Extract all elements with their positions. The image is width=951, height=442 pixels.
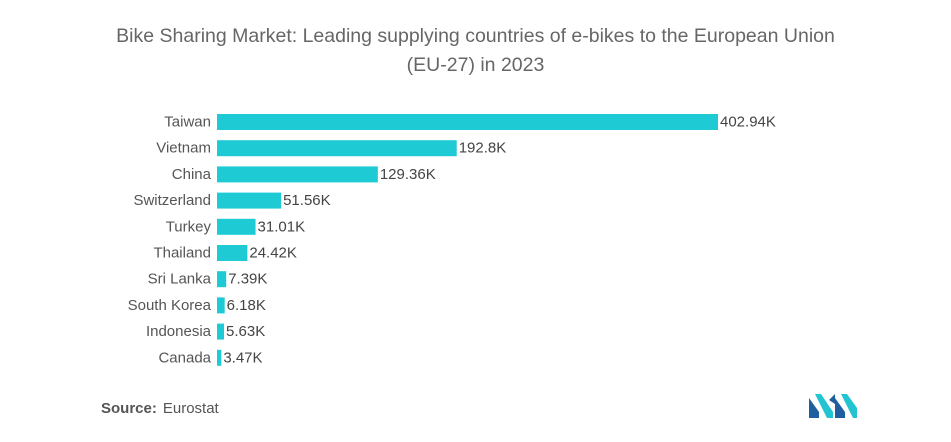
bar-canada	[217, 349, 222, 366]
value-label-switzerland: 51.56K	[283, 192, 331, 209]
category-label-thailand: Thailand	[153, 245, 211, 262]
value-label-sri-lanka: 7.39K	[228, 271, 267, 288]
chart-title-line-1: Bike Sharing Market: Leading supplying c…	[116, 25, 835, 47]
value-label-turkey: 31.01K	[258, 218, 306, 235]
value-label-canada: 3.47K	[223, 349, 262, 366]
value-label-china: 129.36K	[380, 166, 436, 183]
mordor-intelligence-logo-icon	[809, 394, 857, 418]
bar-indonesia	[217, 323, 225, 340]
category-label-indonesia: Indonesia	[146, 323, 212, 340]
source-note: Source: Eurostat	[101, 400, 219, 417]
bar-switzerland	[217, 192, 282, 209]
category-label-vietnam: Vietnam	[156, 140, 211, 157]
category-label-turkey: Turkey	[166, 218, 212, 235]
chart-title: Bike Sharing Market: Leading supplying c…	[0, 22, 951, 80]
value-label-indonesia: 5.63K	[226, 323, 265, 340]
category-label-south-korea: South Korea	[128, 297, 212, 314]
bar-vietnam	[217, 140, 457, 157]
bar-chart: Taiwan 402.94K Vietnam 192.8K China 129.36K Sw…	[128, 114, 776, 367]
bar-south-korea	[217, 297, 225, 314]
chart-title-line-2: (EU-27) in 2023	[406, 54, 545, 76]
bar-china	[217, 166, 378, 183]
source-value: Eurostat	[162, 400, 219, 417]
value-label-thailand: 24.42K	[249, 245, 297, 262]
value-label-vietnam: 192.8K	[459, 140, 507, 157]
category-label-sri-lanka: Sri Lanka	[148, 271, 212, 288]
value-label-taiwan: 402.94K	[720, 114, 776, 131]
bar-thailand	[217, 245, 248, 261]
category-label-china: China	[172, 166, 212, 183]
category-label-switzerland: Switzerland	[133, 192, 211, 209]
category-label-canada: Canada	[158, 349, 211, 366]
bar-taiwan	[217, 114, 718, 130]
source-label: Source:	[101, 400, 157, 417]
category-label-taiwan: Taiwan	[164, 114, 211, 131]
bar-sri-lanka	[217, 271, 227, 288]
value-label-south-korea: 6.18K	[227, 297, 266, 314]
bar-turkey	[217, 218, 256, 235]
